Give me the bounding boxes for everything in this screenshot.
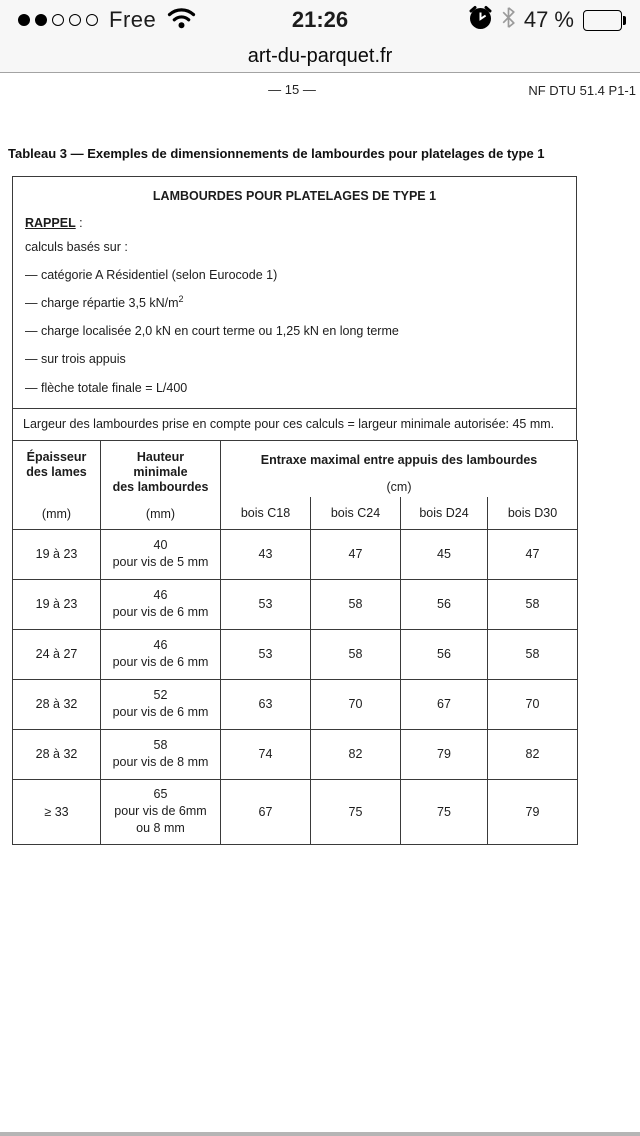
alarm-clock-icon bbox=[468, 5, 493, 36]
table-row: 24 à 27 46 pour vis de 6 mm 53 58 56 58 bbox=[12, 628, 578, 680]
cell-d24: 56 bbox=[400, 578, 488, 630]
col-header-hauteur: Hauteur minimale des lambourdes (mm) bbox=[100, 439, 221, 530]
bottom-toolbar-strip[interactable] bbox=[0, 1132, 640, 1136]
cell-c24: 58 bbox=[310, 578, 401, 630]
cell-d30: 79 bbox=[487, 778, 578, 845]
cell-c18: 53 bbox=[220, 628, 311, 680]
document-header: — 15 — NF DTU 51.4 P1-1 bbox=[0, 82, 640, 100]
cell-c24: 75 bbox=[310, 778, 401, 845]
document-reference: NF DTU 51.4 P1-1 bbox=[528, 83, 636, 98]
browser-chrome: Free 21:26 47 % bbox=[0, 0, 640, 73]
cell-c18: 43 bbox=[220, 528, 311, 580]
cell-d24: 75 bbox=[400, 778, 488, 845]
col-header-bois-c18: bois C18 bbox=[220, 496, 311, 530]
cell-c18: 74 bbox=[220, 728, 311, 780]
signal-dot bbox=[52, 14, 64, 26]
table-row: 28 à 32 58 pour vis de 8 mm 74 82 79 82 bbox=[12, 728, 578, 780]
rappel-item: — flèche totale finale = L/400 bbox=[25, 380, 188, 395]
cell-c24: 70 bbox=[310, 678, 401, 730]
cell-hauteur: 65 pour vis de 6mm ou 8 mm bbox=[100, 778, 221, 845]
rappel-intro: calculs basés sur : bbox=[25, 240, 128, 254]
table-row: ≥ 33 65 pour vis de 6mm ou 8 mm 67 75 75… bbox=[12, 778, 578, 845]
signal-dot bbox=[35, 14, 47, 26]
signal-dots-icon bbox=[18, 14, 98, 26]
lambourdes-table: LAMBOURDES POUR PLATELAGES DE TYPE 1 RAP… bbox=[12, 176, 578, 845]
cell-d24: 67 bbox=[400, 678, 488, 730]
battery-percent-label: 47 % bbox=[523, 7, 574, 32]
document-page[interactable]: — 15 — NF DTU 51.4 P1-1 Tableau 3 — Exem… bbox=[0, 82, 640, 845]
signal-dot bbox=[86, 14, 98, 26]
page-number: — 15 — bbox=[268, 82, 316, 97]
cell-c18: 53 bbox=[220, 578, 311, 630]
cell-hauteur: 58 pour vis de 8 mm bbox=[100, 728, 221, 780]
cell-c24: 47 bbox=[310, 528, 401, 580]
cell-hauteur: 40 pour vis de 5 mm bbox=[100, 528, 221, 580]
cell-epaisseur: 19 à 23 bbox=[12, 528, 101, 580]
battery-icon bbox=[583, 9, 626, 31]
cell-c18: 63 bbox=[220, 678, 311, 730]
cell-epaisseur: 28 à 32 bbox=[12, 728, 101, 780]
rappel-heading: RAPPEL : bbox=[25, 216, 83, 230]
col-header-bois-d30: bois D30 bbox=[487, 496, 578, 530]
dimensions-table: Épaisseur des lames (mm) Hauteur minimal… bbox=[12, 439, 578, 845]
status-bar: Free 21:26 47 % bbox=[0, 0, 640, 40]
table-row: 28 à 32 52 pour vis de 6 mm 63 70 67 70 bbox=[12, 678, 578, 730]
signal-dot bbox=[69, 14, 81, 26]
cell-hauteur: 46 pour vis de 6 mm bbox=[100, 628, 221, 680]
cell-d30: 82 bbox=[487, 728, 578, 780]
cell-epaisseur: 19 à 23 bbox=[12, 578, 101, 630]
cell-hauteur: 52 pour vis de 6 mm bbox=[100, 678, 221, 730]
cell-epaisseur: 24 à 27 bbox=[12, 628, 101, 680]
cell-d24: 45 bbox=[400, 528, 488, 580]
rappel-item: — charge répartie 3,5 kN/m2 bbox=[25, 294, 184, 311]
url-title[interactable]: art-du-parquet.fr bbox=[247, 44, 393, 67]
signal-dot bbox=[18, 14, 30, 26]
cell-c24: 58 bbox=[310, 628, 401, 680]
table-row: 19 à 23 40 pour vis de 5 mm 43 47 45 47 bbox=[12, 528, 578, 580]
rappel-item: — charge localisée 2,0 kN en court terme… bbox=[25, 324, 399, 339]
table-row: 19 à 23 46 pour vis de 6 mm 53 58 56 58 bbox=[12, 578, 578, 630]
col-header-bois-c24: bois C24 bbox=[310, 496, 401, 530]
cell-d30: 58 bbox=[487, 578, 578, 630]
cell-d30: 47 bbox=[487, 528, 578, 580]
cell-c18: 67 bbox=[220, 778, 311, 845]
largeur-note: Largeur des lambourdes prise en compte p… bbox=[12, 407, 577, 441]
rappel-section: LAMBOURDES POUR PLATELAGES DE TYPE 1 RAP… bbox=[12, 176, 577, 408]
carrier-label: Free bbox=[109, 7, 157, 32]
cell-d24: 56 bbox=[400, 628, 488, 680]
cell-d30: 58 bbox=[487, 628, 578, 680]
cell-epaisseur: 28 à 32 bbox=[12, 678, 101, 730]
cell-c24: 82 bbox=[310, 728, 401, 780]
col-header-epaisseur: Épaisseur des lames (mm) bbox=[12, 439, 101, 530]
cell-epaisseur: ≥ 33 bbox=[12, 778, 101, 845]
cell-hauteur: 46 pour vis de 6 mm bbox=[100, 578, 221, 630]
col-header-entraxe: Entraxe maximal entre appuis des lambour… bbox=[220, 439, 578, 497]
url-bar[interactable]: art-du-parquet.fr bbox=[0, 40, 640, 72]
cell-d24: 79 bbox=[400, 728, 488, 780]
wifi-icon bbox=[167, 6, 196, 35]
clock-time: 21:26 bbox=[291, 7, 349, 32]
bluetooth-icon bbox=[502, 6, 515, 34]
col-header-bois-d24: bois D24 bbox=[400, 496, 488, 530]
box-title: LAMBOURDES POUR PLATELAGES DE TYPE 1 bbox=[152, 189, 437, 203]
cell-d30: 70 bbox=[487, 678, 578, 730]
table-caption: Tableau 3 — Exemples de dimensionnements… bbox=[8, 146, 545, 161]
rappel-item: — sur trois appuis bbox=[25, 352, 126, 367]
rappel-item: — catégorie A Résidentiel (selon Eurocod… bbox=[25, 268, 278, 283]
